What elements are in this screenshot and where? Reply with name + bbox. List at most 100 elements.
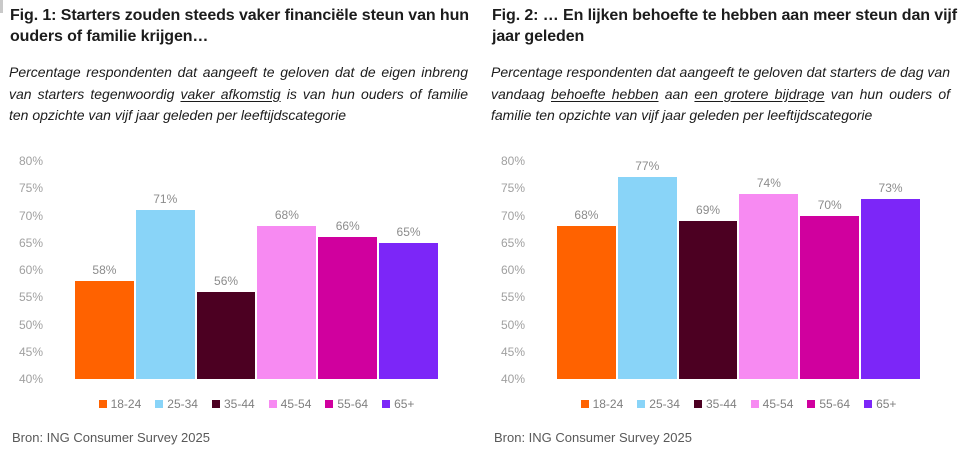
figure-2-panel: Fig. 2: … En lijken behoefte te hebben a… xyxy=(482,0,963,454)
fig1-legend: 18-24 25-34 35-44 45-54 55-64 65+ xyxy=(75,397,438,411)
legend-label: 45-54 xyxy=(280,397,312,411)
legend-label: 35-44 xyxy=(223,397,255,411)
legend-swatch-icon xyxy=(693,400,702,408)
bar-65+ xyxy=(861,199,920,379)
fig2-title: Fig. 2: … En lijken behoefte te hebben a… xyxy=(492,7,958,45)
legend-swatch-icon xyxy=(325,400,334,408)
bar-value-label: 70% xyxy=(817,197,842,212)
bar-value-label: 68% xyxy=(574,208,599,223)
bar-25-34 xyxy=(135,210,195,379)
bar-35-44 xyxy=(678,220,738,379)
y-axis-tick-label: 50% xyxy=(18,317,43,332)
bar-group-65+: 73% xyxy=(861,161,920,379)
subtitle-text-run: van hun ouders of familie ten opzichte v… xyxy=(491,85,951,124)
y-axis-tick-label: 80% xyxy=(500,154,525,168)
legend-label: 65+ xyxy=(876,397,897,411)
bar-65+ xyxy=(379,242,438,379)
legend-swatch-icon xyxy=(268,400,277,408)
subtitle-text-run: aan xyxy=(658,85,695,102)
bar-group-45-54: 68% xyxy=(257,161,317,379)
bar-value-label: 66% xyxy=(335,219,360,234)
fig2-y-axis: 80% 75% 70% 65% 60% 55% 50% 45% 40% xyxy=(482,154,527,386)
bar-45-54 xyxy=(257,226,317,379)
bar-group-45-54: 74% xyxy=(739,161,799,379)
subtitle-underlined-phrase: een grotere bijdrage xyxy=(694,85,825,102)
legend-swatch-icon xyxy=(580,400,589,408)
bar-55-64 xyxy=(800,215,860,379)
fig2-bars: 68% 77% 69% 74% 70% 73% xyxy=(557,159,920,379)
fig1-title: Fig. 1: Starters zouden steeds vaker fin… xyxy=(10,7,469,45)
legend-swatch-icon xyxy=(864,400,873,408)
bar-value-label: 69% xyxy=(696,202,721,217)
legend-item-25-34: 25-34 xyxy=(637,397,680,411)
y-axis-tick-label: 55% xyxy=(18,290,43,305)
y-axis-tick-label: 65% xyxy=(500,235,525,250)
legend-item-45-54: 45-54 xyxy=(268,397,312,411)
legend-item-18-24: 18-24 xyxy=(580,397,623,411)
bar-group-25-34: 77% xyxy=(617,159,677,379)
bar-18-24 xyxy=(75,280,134,379)
bar-group-18-24: 68% xyxy=(557,161,616,379)
y-axis-tick-label: 45% xyxy=(18,344,43,359)
legend-item-35-44: 35-44 xyxy=(211,397,255,411)
subtitle-text-run: Percentage respondenten dat aangeeft te … xyxy=(9,64,468,102)
y-axis-tick-label: 80% xyxy=(18,154,43,168)
y-axis-tick-label: 45% xyxy=(500,344,525,359)
y-axis-tick-label: 40% xyxy=(500,372,525,386)
legend-item-35-44: 35-44 xyxy=(693,397,737,411)
screenshot-corner-artifact xyxy=(0,0,3,13)
y-axis-tick-label: 60% xyxy=(500,263,525,277)
y-axis-tick-label: 75% xyxy=(500,181,525,196)
bar-group-55-64: 70% xyxy=(800,161,860,379)
bar-25-34 xyxy=(617,177,677,379)
legend-label: 18-24 xyxy=(110,397,142,411)
legend-item-18-24: 18-24 xyxy=(98,397,142,411)
bar-value-label: 74% xyxy=(756,175,781,190)
bar-group-35-44: 56% xyxy=(196,161,256,379)
legend-swatch-icon xyxy=(807,400,816,408)
bar-group-25-34: 71% xyxy=(135,161,195,379)
fig1-source: Bron: ING Consumer Survey 2025 xyxy=(12,430,210,445)
subtitle-underlined-phrase: behoefte hebben xyxy=(551,85,659,102)
y-axis-tick-label: 55% xyxy=(500,290,525,305)
bar-55-64 xyxy=(318,237,378,379)
legend-swatch-icon xyxy=(750,400,759,408)
legend-label: 55-64 xyxy=(819,397,851,411)
y-axis-tick-label: 75% xyxy=(18,181,43,196)
bar-value-label: 68% xyxy=(274,208,299,223)
subtitle-underlined-phrase: vaker afkomstig xyxy=(180,85,281,102)
bar-18-24 xyxy=(557,226,616,379)
bar-group-55-64: 66% xyxy=(318,161,378,379)
legend-swatch-icon xyxy=(155,400,164,408)
y-axis-tick-label: 40% xyxy=(18,372,43,386)
legend-label: 25-34 xyxy=(649,397,680,411)
fig2-subtitle: Percentage respondenten dat aangeeft te … xyxy=(491,62,950,127)
legend-swatch-icon xyxy=(211,400,220,408)
bar-value-label: 77% xyxy=(635,159,660,174)
legend-swatch-icon xyxy=(637,400,646,408)
legend-item-55-64: 55-64 xyxy=(807,397,850,411)
fig2-bar-chart: 80% 75% 70% 65% 60% 55% 50% 45% 40% 68% 77% 69% 74%… xyxy=(482,154,963,386)
fig1-bars: 58% 71% 56% 68% 66% 65% xyxy=(75,161,438,379)
legend-item-25-34: 25-34 xyxy=(155,397,198,411)
y-axis-tick-label: 65% xyxy=(18,235,43,250)
y-axis-tick-label: 60% xyxy=(18,263,43,277)
bar-group-18-24: 58% xyxy=(75,161,134,379)
legend-item-55-64: 55-64 xyxy=(325,397,368,411)
bar-value-label: 73% xyxy=(878,181,903,196)
bar-45-54 xyxy=(739,193,799,379)
legend-label: 35-44 xyxy=(705,397,737,411)
legend-label: 45-54 xyxy=(762,397,794,411)
fig2-source: Bron: ING Consumer Survey 2025 xyxy=(494,430,692,445)
legend-item-45-54: 45-54 xyxy=(750,397,794,411)
bar-value-label: 71% xyxy=(153,192,178,207)
bar-35-44 xyxy=(196,291,256,379)
fig2-legend: 18-24 25-34 35-44 45-54 55-64 65+ xyxy=(557,397,920,411)
figure-1-panel: Fig. 1: Starters zouden steeds vaker fin… xyxy=(0,0,481,454)
bar-value-label: 65% xyxy=(396,224,421,239)
fig1-subtitle: Percentage respondenten dat aangeeft te … xyxy=(9,62,468,127)
legend-label: 25-34 xyxy=(167,397,198,411)
legend-swatch-icon xyxy=(382,400,391,408)
bar-value-label: 56% xyxy=(214,273,239,288)
